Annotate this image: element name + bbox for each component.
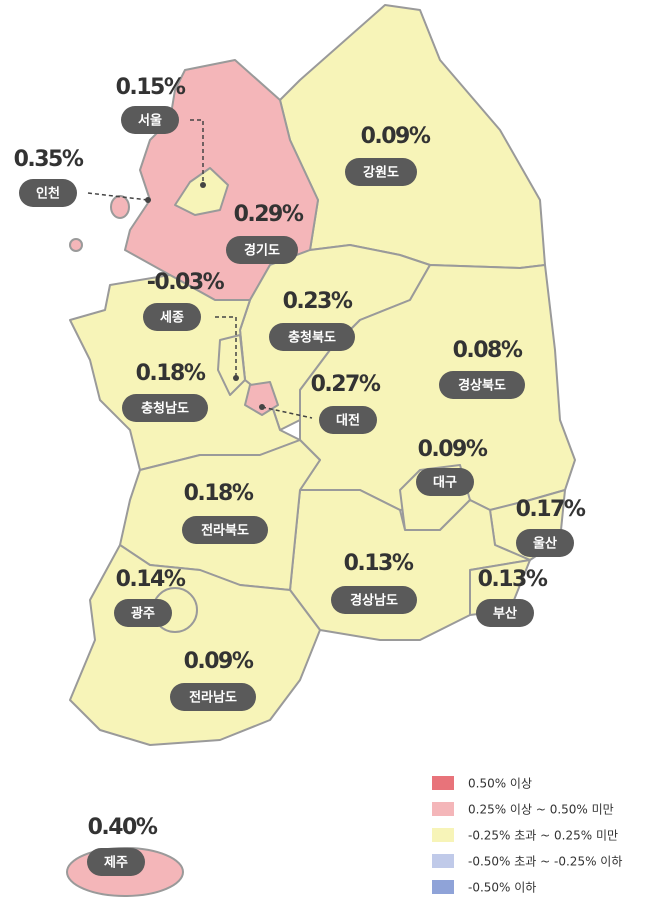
region-shape [69, 238, 83, 252]
region-value: 0.08% [453, 338, 523, 363]
region-shape [217, 334, 246, 396]
region-shape [69, 544, 321, 746]
region-pill [170, 683, 256, 711]
region-value: 0.17% [516, 497, 586, 522]
leader-dot [200, 182, 206, 188]
region-value: 0.29% [234, 202, 304, 227]
region-name: 경상남도 [350, 593, 398, 609]
region-name: 인천 [36, 186, 60, 202]
region-name: 경상북도 [458, 378, 506, 394]
region-pill [121, 106, 179, 134]
region-pill [143, 303, 201, 331]
legend-swatch [432, 802, 454, 816]
legend: 0.50% 이상 0.25% 이상 ~ 0.50% 미만 -0.25% 초과 ~ 0… [432, 776, 622, 895]
region-value: 0.18% [136, 361, 206, 386]
region-pill [226, 236, 298, 264]
region-value: -0.03% [147, 270, 225, 295]
region-name: 세종 [160, 311, 184, 326]
region-pill [516, 529, 574, 557]
region-name: 부산 [493, 606, 517, 622]
region-pill [439, 371, 525, 399]
legend-label: -0.50% 초과 ~ -0.25% 이하 [468, 855, 622, 869]
legend-swatch [432, 880, 454, 894]
region-name: 경기도 [244, 243, 280, 259]
region-value: 0.27% [311, 372, 381, 397]
region-value: 0.40% [88, 815, 158, 840]
leader-line [87, 192, 149, 201]
legend-label: 0.25% 이상 ~ 0.50% 미만 [468, 803, 614, 817]
region-value: 0.09% [184, 649, 254, 674]
region-value: 0.23% [283, 289, 353, 314]
leader-line [190, 119, 204, 185]
leader-line [261, 406, 313, 419]
region-name: 대전 [336, 413, 360, 429]
regions [66, 4, 576, 897]
region-shape [110, 195, 130, 219]
region-value: 0.13% [344, 551, 414, 576]
leader-dot [233, 375, 239, 381]
region-name: 대구 [433, 476, 457, 491]
region-value: 0.15% [116, 75, 186, 100]
region-name: 전라북도 [201, 523, 249, 539]
region-pill [476, 599, 534, 627]
region-name: 광주 [131, 607, 155, 622]
region-pill [319, 406, 377, 434]
region-value: 0.13% [478, 567, 548, 592]
legend-label: 0.50% 이상 [468, 777, 532, 791]
region-pill [345, 158, 417, 186]
labels: 0.15% 서울 0.35% 인천 0.29% 경기도 0.09% 강원도 -0.03% 세종 0.… [14, 75, 587, 876]
leader-dot [145, 197, 151, 203]
legend-swatch [432, 776, 454, 790]
region-value: 0.09% [361, 124, 431, 149]
region-shape [174, 167, 229, 216]
legend-label: -0.25% 초과 ~ 0.25% 미만 [468, 829, 618, 843]
region-value: 0.18% [184, 481, 254, 506]
region-value: 0.35% [14, 147, 84, 172]
region-pill [87, 848, 145, 876]
region-name: 강원도 [363, 165, 399, 181]
region-name: 제주 [104, 856, 128, 871]
leader-line [215, 316, 237, 378]
region-name: 울산 [533, 536, 557, 552]
legend-swatch [432, 828, 454, 842]
region-value: 0.14% [116, 567, 186, 592]
region-name: 전라남도 [189, 690, 237, 706]
region-pill [19, 179, 77, 207]
region-pill [416, 468, 474, 496]
region-value: 0.09% [418, 437, 488, 462]
region-name: 충청북도 [288, 330, 336, 346]
region-shape [244, 381, 279, 416]
region-pill [114, 599, 172, 627]
region-pill [122, 394, 208, 422]
region-name: 충청남도 [141, 401, 189, 417]
legend-label: -0.50% 이하 [468, 881, 536, 895]
leader-lines [87, 119, 313, 419]
legend-swatch [432, 854, 454, 868]
leader-dot [259, 404, 265, 410]
region-pill [182, 516, 268, 544]
region-pill [269, 323, 355, 351]
region-pill [331, 586, 417, 614]
region-name: 서울 [138, 113, 162, 129]
